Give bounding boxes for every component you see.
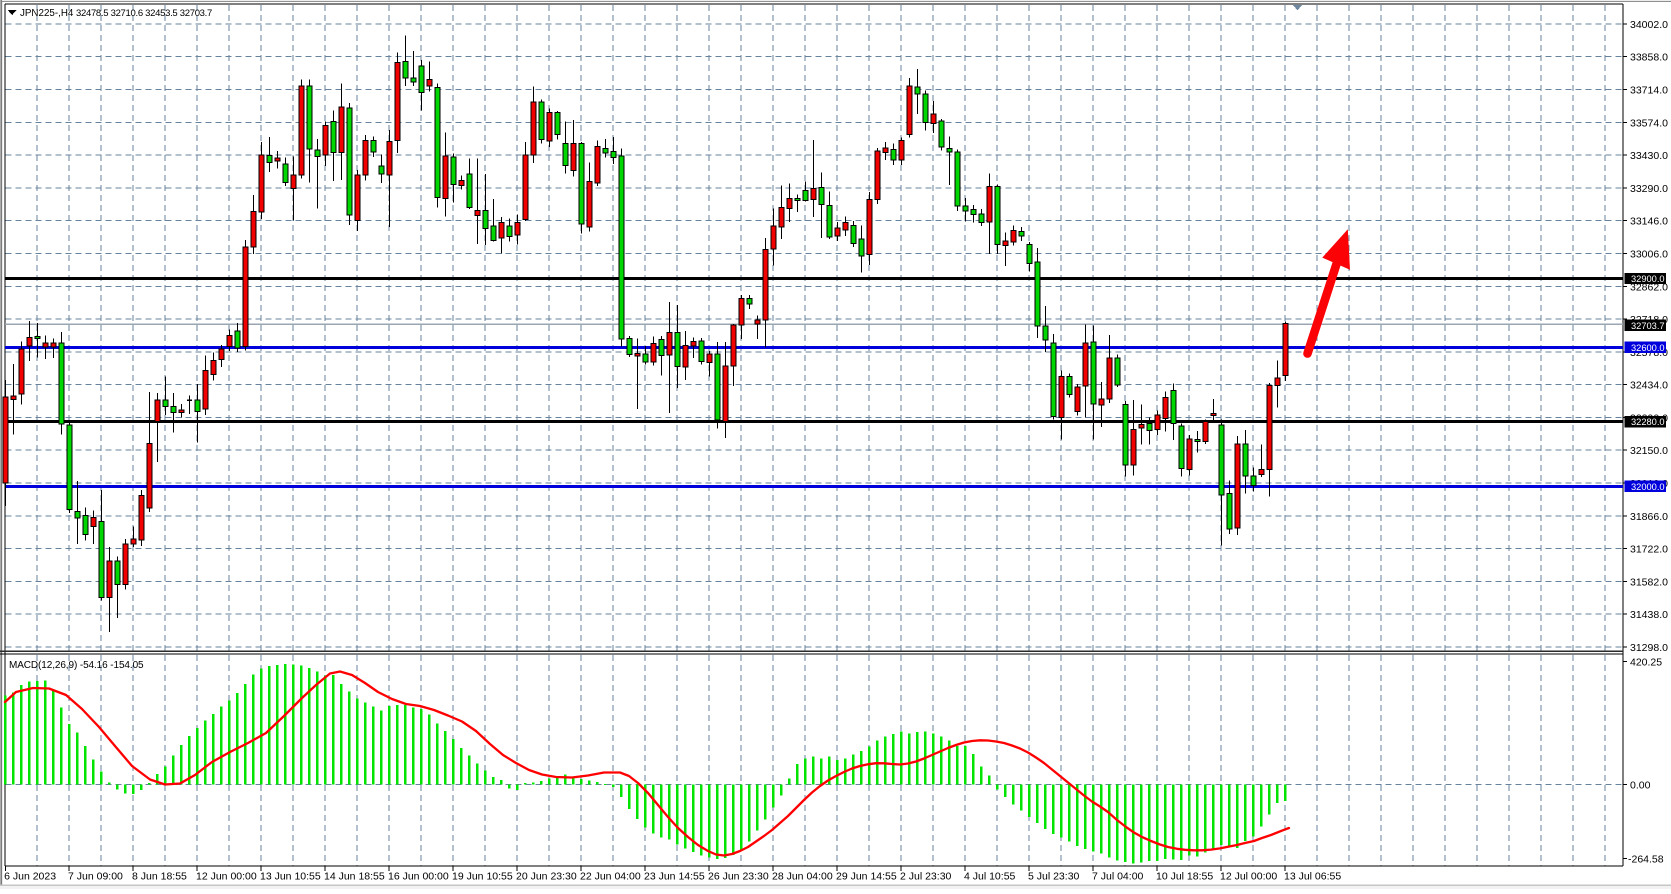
svg-text:8 Jun 18:55: 8 Jun 18:55 — [132, 871, 187, 883]
svg-text:23 Jun 14:55: 23 Jun 14:55 — [644, 871, 705, 883]
svg-text:16 Jun 00:00: 16 Jun 00:00 — [388, 871, 449, 883]
svg-text:31722.0: 31722.0 — [1630, 544, 1668, 556]
svg-text:33858.0: 33858.0 — [1630, 52, 1668, 64]
svg-text:420.25: 420.25 — [1630, 657, 1662, 669]
svg-text:33714.0: 33714.0 — [1630, 85, 1668, 97]
svg-text:28 Jun 04:00: 28 Jun 04:00 — [772, 871, 833, 883]
svg-text:32280.0: 32280.0 — [1631, 417, 1665, 427]
svg-text:10 Jul 18:55: 10 Jul 18:55 — [1156, 871, 1213, 883]
svg-text:34002.0: 34002.0 — [1630, 19, 1668, 31]
svg-text:33290.0: 33290.0 — [1630, 183, 1668, 195]
svg-text:12 Jul 00:00: 12 Jul 00:00 — [1220, 871, 1277, 883]
svg-text:31298.0: 31298.0 — [1630, 642, 1668, 654]
svg-text:0.00: 0.00 — [1630, 780, 1651, 792]
svg-text:-264.58: -264.58 — [1628, 854, 1664, 866]
svg-text:31582.0: 31582.0 — [1630, 576, 1668, 588]
svg-text:32703.7: 32703.7 — [1631, 321, 1665, 331]
svg-text:13 Jul 06:55: 13 Jul 06:55 — [1284, 871, 1341, 883]
svg-text:32900.0: 32900.0 — [1631, 274, 1665, 284]
svg-text:26 Jun 23:30: 26 Jun 23:30 — [708, 871, 769, 883]
svg-text:14 Jun 18:55: 14 Jun 18:55 — [324, 871, 385, 883]
svg-text:20 Jun 23:30: 20 Jun 23:30 — [516, 871, 577, 883]
svg-text:22 Jun 04:00: 22 Jun 04:00 — [580, 871, 641, 883]
svg-text:MACD(12,26,9) -54.16 -154.05: MACD(12,26,9) -54.16 -154.05 — [9, 660, 144, 671]
svg-text:32150.0: 32150.0 — [1630, 445, 1668, 457]
svg-text:33430.0: 33430.0 — [1630, 150, 1668, 162]
svg-text:32434.0: 32434.0 — [1630, 380, 1668, 392]
svg-text:JPN225-,H4: JPN225-,H4 — [20, 8, 74, 19]
svg-text:4 Jul 10:55: 4 Jul 10:55 — [964, 871, 1016, 883]
svg-text:12 Jun 00:00: 12 Jun 00:00 — [196, 871, 257, 883]
svg-text:5 Jul 23:30: 5 Jul 23:30 — [1028, 871, 1080, 883]
svg-text:32600.0: 32600.0 — [1631, 343, 1665, 353]
svg-text:31866.0: 31866.0 — [1630, 511, 1668, 523]
svg-text:2 Jul 23:30: 2 Jul 23:30 — [900, 871, 952, 883]
svg-text:7 Jun 09:00: 7 Jun 09:00 — [68, 871, 123, 883]
svg-text:32862.0: 32862.0 — [1630, 281, 1668, 293]
svg-text:33574.0: 33574.0 — [1630, 117, 1668, 129]
svg-text:33006.0: 33006.0 — [1630, 249, 1668, 261]
svg-text:19 Jun 10:55: 19 Jun 10:55 — [452, 871, 513, 883]
svg-text:6 Jun 2023: 6 Jun 2023 — [4, 871, 56, 883]
svg-text:7 Jul 04:00: 7 Jul 04:00 — [1092, 871, 1144, 883]
svg-text:31438.0: 31438.0 — [1630, 609, 1668, 621]
svg-text:29 Jun 14:55: 29 Jun 14:55 — [836, 871, 897, 883]
svg-text:33146.0: 33146.0 — [1630, 216, 1668, 228]
svg-text:13 Jun 10:55: 13 Jun 10:55 — [260, 871, 321, 883]
svg-text:32000.0: 32000.0 — [1631, 482, 1665, 492]
svg-text:32478.5 32710.6 32453.5 32703.: 32478.5 32710.6 32453.5 32703.7 — [76, 8, 212, 19]
